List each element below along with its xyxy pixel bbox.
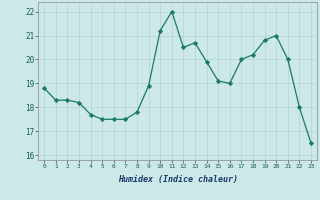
X-axis label: Humidex (Indice chaleur): Humidex (Indice chaleur) <box>118 175 238 184</box>
